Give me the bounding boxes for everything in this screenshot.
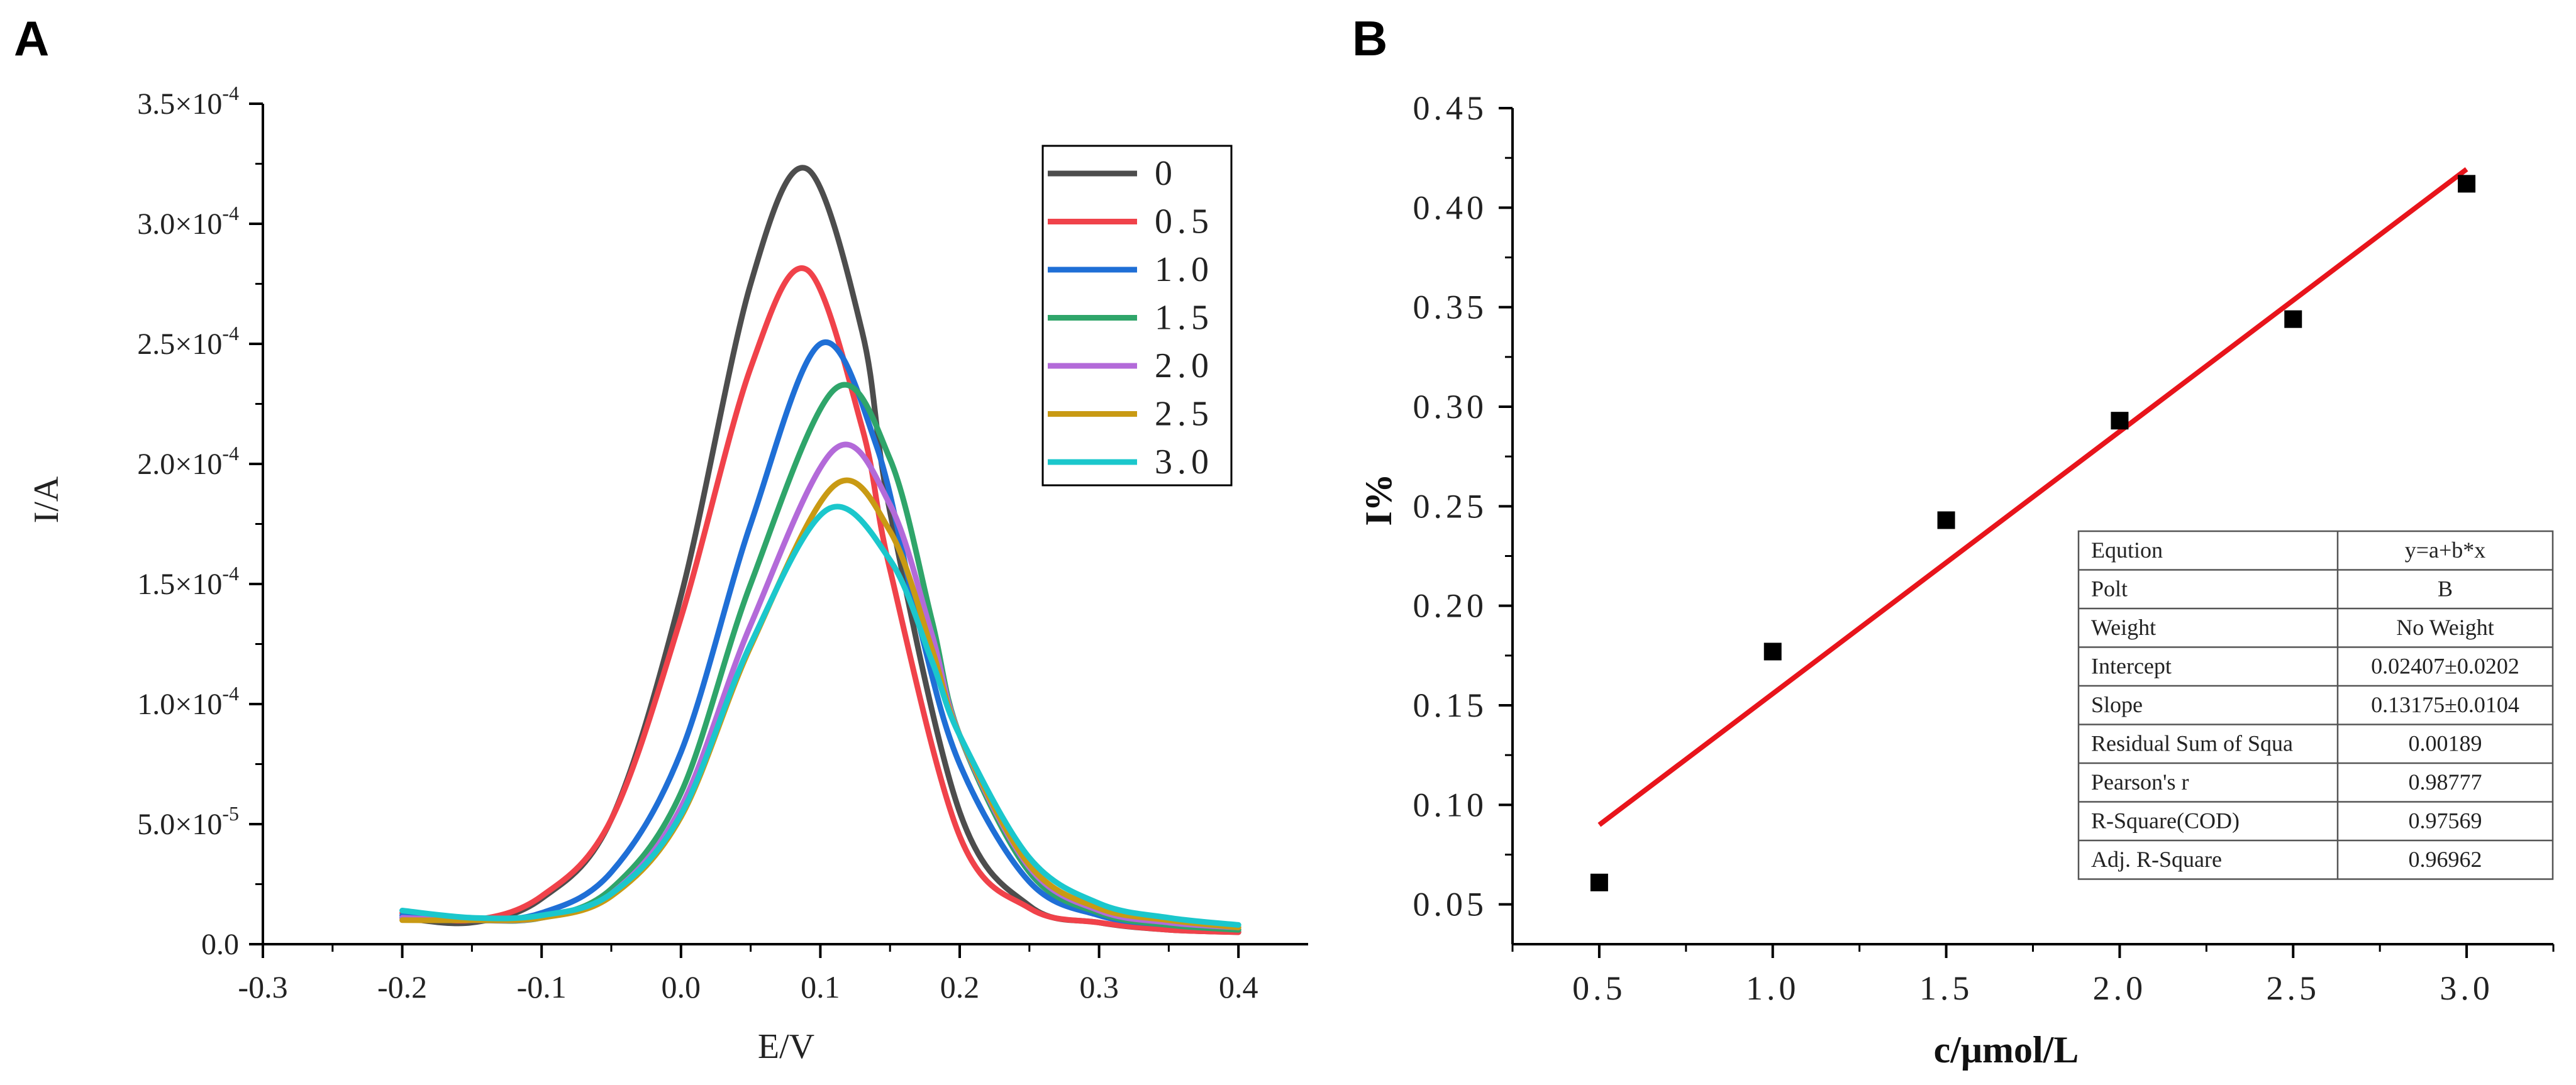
panel-a-y-tick-label: 1.5×10-4: [137, 562, 239, 601]
panel-a-x-tick-label: 0.3: [1079, 969, 1119, 1005]
panel-b-x-tick-label: 3.0: [2440, 969, 2494, 1007]
panel-b-stats-table-key: Eqution: [2091, 537, 2163, 563]
panel-b-y-tick-label: 0.05: [1413, 886, 1488, 923]
panel-b-data-point: [1937, 511, 1955, 529]
panel-a-y-tick-label: 2.5×10-4: [137, 322, 239, 361]
panel-a-legend-label: 0.5: [1155, 202, 1214, 241]
panel-b-y-tick-label: 0.45: [1413, 89, 1488, 127]
panel-b-y-tick-label: 0.25: [1413, 487, 1488, 525]
panel-b-stats-table-key: R-Square(COD): [2091, 808, 2240, 834]
panel-b-stats-table-key: Slope: [2091, 692, 2143, 717]
panel-b-stats-table-value: No Weight: [2396, 615, 2494, 640]
panel-b-data-points: [1590, 175, 2476, 891]
panel-a-x-axis-label: E/V: [758, 1027, 814, 1066]
panel-a-y-tick-label: 3.5×10-4: [137, 82, 239, 121]
panel-a: A -0.3 -0.2 -0.1 0.0 0.1 0.2 0.3 0.4 0.0 5.0×10-5…: [14, 11, 1308, 1066]
panel-b-x-tick-label: 0.5: [1572, 969, 1626, 1007]
panel-b-stats-table-frame: [2077, 530, 2554, 880]
panel-a-legend: 0 0.5 1.0 1.5 2.0 2.5 3.0: [1041, 145, 1233, 487]
panel-b-stats-table-value: 0.97569: [2409, 808, 2482, 834]
panel-b-y-tick-label: 0.15: [1413, 686, 1488, 724]
panel-a-legend-label: 1.5: [1155, 299, 1214, 338]
panel-b-y-tick-label: 0.40: [1413, 189, 1488, 226]
panel-b-y-tick-label: 0.10: [1413, 786, 1488, 823]
panel-b-stats-table-key: Weight: [2091, 615, 2156, 640]
panel-b-y-axis-label: I%: [1358, 473, 1399, 526]
panel-a-series-line: [399, 339, 1241, 933]
panel-a-y-tick-label: 3.0×10-4: [137, 202, 239, 241]
panel-b-data-point: [1590, 873, 1608, 891]
panel-b-stats-table: Eqution y=a+b*x Polt B Weight No Weight Interc…: [2077, 530, 2554, 880]
panel-a-x-tick-label: 0.0: [662, 969, 701, 1005]
panel-a-y-tick-label: 1.0×10-4: [137, 682, 239, 721]
panel-b-y-tick-label: 0.20: [1413, 587, 1488, 625]
panel-b-y-tick-label: 0.30: [1413, 388, 1488, 426]
panel-b-stats-table-key: Pearson's r: [2091, 769, 2189, 795]
panel-a-y-tick-label: 2.0×10-4: [137, 442, 239, 481]
panel-b-stats-table-key: Intercept: [2091, 654, 2172, 679]
panel-b-x-tick-label: 2.5: [2267, 969, 2321, 1007]
panel-b-x-tick-label: 1.0: [1746, 969, 1800, 1007]
panel-b-stats-table-value: 0.96962: [2409, 847, 2482, 872]
panel-b-stats-table-key: Polt: [2091, 576, 2128, 602]
panel-a-x-tick-label: 0.4: [1219, 969, 1258, 1005]
panel-b-stats-table-value: 0.13175±0.0104: [2371, 692, 2519, 717]
panel-b-data-point: [1763, 642, 1782, 661]
panel-b-x-tick-label: 2.0: [2093, 969, 2147, 1007]
panel-a-y-tick-label: 5.0×10-5: [137, 802, 239, 841]
panel-a-legend-label: 2.5: [1155, 395, 1214, 434]
panel-b-label: B: [1352, 11, 1387, 66]
panel-b-stats-table-key: Residual Sum of Squa: [2091, 731, 2293, 756]
panel-a-y-axis-label: I/A: [27, 476, 66, 523]
panel-b-stats-table-value: 0.98777: [2409, 769, 2482, 795]
panel-b-x-axis-label: c/μmol/L: [1934, 1029, 2079, 1071]
panel-a-x-tick-label: 0.2: [940, 969, 980, 1005]
panel-b-stats-table-value: 0.02407±0.0202: [2371, 654, 2519, 679]
panel-a-legend-label: 2.0: [1155, 346, 1214, 385]
panel-b-data-point: [2458, 175, 2476, 193]
panel-b-y-tick-label: 0.35: [1413, 289, 1488, 326]
panel-a-legend-label: 0: [1155, 154, 1177, 193]
panel-a-series-lines: [399, 165, 1241, 935]
panel-b-data-point: [2284, 310, 2302, 328]
panel-a-legend-label: 1.0: [1155, 250, 1214, 289]
panel-b-stats-table-value: y=a+b*x: [2405, 537, 2486, 563]
panel-b-stats-table-value: B: [2438, 576, 2453, 602]
panel-a-x-tick-label: -0.1: [517, 969, 567, 1005]
panel-a-x-tick-label: -0.3: [238, 969, 287, 1005]
panel-b-fit-line: [1597, 167, 2468, 827]
panel-b-stats-table-value: 0.00189: [2409, 731, 2482, 756]
panel-b: B 0.5 1.0 1.5 2.0 2.5 3.0 0.05 0.10 0.15 0.20 0.25…: [1352, 11, 2555, 1071]
panel-b-axes: 0.5 1.0 1.5 2.0 2.5 3.0 0.05 0.10 0.15 0.20 0.25 0.…: [1413, 89, 2555, 1007]
panel-a-label: A: [14, 11, 49, 66]
panel-a-y-tick-label: 0.0: [201, 928, 239, 961]
panel-a-series-line: [399, 265, 1241, 935]
panel-a-series-line: [399, 504, 1241, 928]
panel-b-fit-line-segment: [1597, 167, 2468, 827]
panel-a-legend-label: 3.0: [1155, 443, 1214, 482]
panel-a-x-tick-label: -0.2: [377, 969, 427, 1005]
panel-a-axes: -0.3 -0.2 -0.1 0.0 0.1 0.2 0.3 0.4 0.0 5.0×10-5 1.…: [137, 82, 1308, 1005]
panel-b-stats-table-key: Adj. R-Square: [2091, 847, 2222, 872]
panel-b-data-point: [2111, 412, 2129, 430]
panel-b-x-tick-label: 1.5: [1919, 969, 1974, 1007]
panel-a-x-tick-label: 0.1: [801, 969, 840, 1005]
